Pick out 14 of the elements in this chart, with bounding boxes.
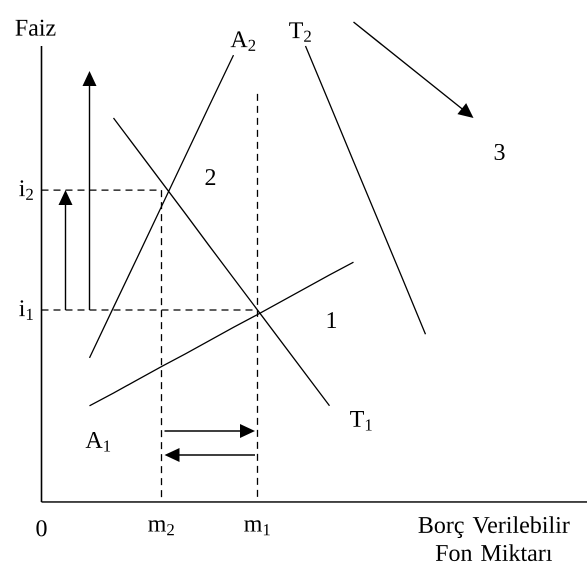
annotation: 1: [328, 312, 336, 328]
series-label: T$_{1}$: [350, 411, 372, 431]
annotation: i$_{2}$: [19, 180, 33, 200]
legend-label: A$_{1}$: [86, 432, 110, 452]
annotation: 3: [494, 144, 505, 160]
series-label: T$_{2}$: [289, 22, 311, 42]
x-axis-title: Borç Verilebilir Fon Miktarı: [418, 516, 570, 562]
x-tick-label: m$_{2}$: [148, 520, 174, 536]
annotation: i$_{1}$: [19, 300, 33, 320]
series-label: A$_{2}$: [230, 31, 256, 51]
annotation: 2: [206, 169, 216, 186]
x-tick-label: 0: [36, 520, 47, 536]
x-tick-label: m$_{1}$: [244, 520, 270, 536]
y-axis-title: Faiz: [16, 20, 56, 36]
